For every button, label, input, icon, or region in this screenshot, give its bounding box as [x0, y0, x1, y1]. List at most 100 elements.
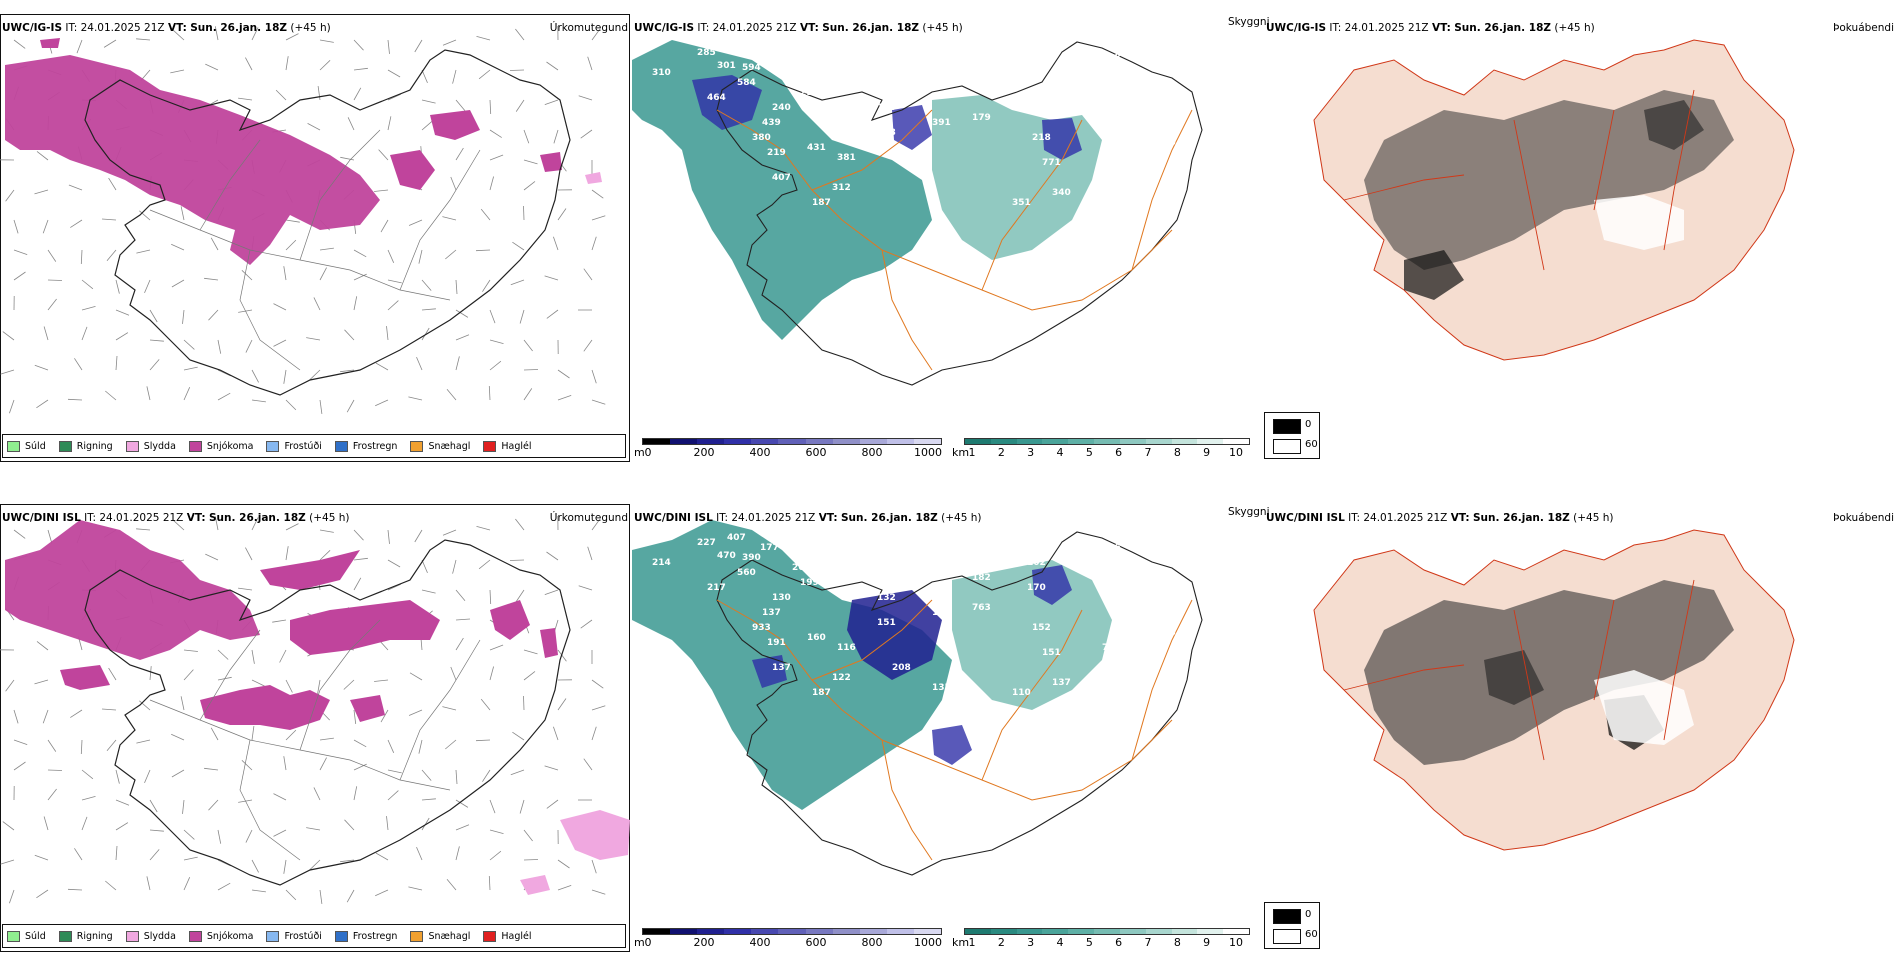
wind-barb: [524, 860, 538, 861]
ceiling-value-label: 594: [742, 63, 761, 73]
legend-swatch: [7, 441, 20, 452]
wind-barb: [354, 68, 368, 70]
colorbar-step: [1146, 929, 1172, 934]
wind-barb: [490, 177, 494, 191]
wind-barb: [553, 727, 558, 740]
ceiling-value-label: 182: [972, 573, 991, 583]
fog-indicator-legend: 0 60: [1264, 902, 1320, 949]
wind-barb: [456, 356, 459, 370]
colorbar-tick-label: 8: [1174, 446, 1181, 459]
colorbar-step: [643, 439, 670, 444]
colorbar-tick-label: 1: [969, 936, 976, 949]
wind-barb: [451, 667, 456, 680]
wind-barb: [592, 400, 605, 404]
colorbar-step: [806, 439, 833, 444]
wind-barb: [14, 530, 25, 538]
snow-area: [540, 152, 562, 172]
wind-barb: [48, 770, 62, 771]
valid-time: Sun. 26.jan. 18Z: [1454, 22, 1551, 34]
valid-time: Sun. 26.jan. 18Z: [190, 22, 287, 34]
wind-barb: [592, 860, 596, 873]
legend-swatch-min: [1273, 929, 1301, 944]
wind-barb: [48, 789, 57, 800]
legend-swatch-min: [1273, 439, 1301, 454]
wind-barb: [184, 857, 198, 860]
wind-barb: [74, 358, 82, 370]
colorbar-gradient: [964, 928, 1250, 935]
colorbar-unit: km: [952, 446, 969, 459]
legend-item: Frostregn: [335, 441, 398, 452]
colorbar-step: [833, 439, 860, 444]
ceiling-value-label: 309: [1027, 93, 1046, 103]
wind-barb: [77, 40, 82, 53]
ceiling-value-label: 248: [877, 128, 896, 138]
wind-barb: [381, 220, 388, 232]
snow-area: [490, 600, 530, 640]
colorbar-unit: km: [952, 936, 969, 949]
wind-barb: [417, 847, 423, 860]
snow-area: [540, 628, 558, 658]
wind-barb: [374, 680, 388, 682]
legend-item: Frostúði: [266, 441, 321, 452]
colorbar-tick-label: 0: [645, 936, 652, 949]
legend-swatch: [483, 931, 496, 942]
wind-barb: [109, 178, 116, 190]
wind-barb: [558, 860, 570, 868]
ceiling-value-label: 142: [1102, 83, 1121, 93]
ceiling-value-label: 133: [1142, 568, 1161, 578]
wind-barb: [490, 340, 504, 344]
wind-barb: [422, 309, 436, 310]
colorbar-tick-label: 9: [1203, 936, 1210, 949]
wind-barb: [116, 333, 128, 340]
ceiling-value-label: 187: [812, 688, 831, 698]
wind-barb: [422, 799, 436, 800]
legend-label: Slydda: [144, 441, 176, 452]
legend-item: Snjókoma: [189, 441, 254, 452]
wind-barb: [558, 885, 571, 890]
wind-barb: [320, 60, 330, 70]
legend-swatch: [266, 931, 279, 942]
ceiling-value-label: 217: [707, 583, 726, 593]
wind-barb: [422, 560, 428, 573]
wind-barb: [476, 740, 490, 741]
fog-indicator-panel: UWC/DINI ISL IT: 24.01.2025 21Z VT: Sun.…: [1264, 490, 1900, 950]
wind-barb: [286, 220, 300, 222]
colorbar-step: [670, 439, 697, 444]
wind-barb: [490, 310, 495, 323]
lead-time: (+45 h): [309, 512, 349, 524]
wind-barb: [456, 825, 469, 830]
legend-swatch: [59, 931, 72, 942]
valid-time-label: VT:: [1451, 512, 1470, 524]
ceiling-value-label: 110: [1152, 113, 1171, 123]
wind-barb: [320, 400, 322, 414]
wind-barb: [588, 57, 592, 70]
wind-barb: [211, 728, 218, 740]
wind-barb: [252, 890, 266, 892]
wind-barb: [306, 338, 320, 340]
colorbar-tick-label: 1000: [914, 936, 942, 949]
wind-barb: [238, 588, 252, 590]
colorbar-step: [1172, 439, 1198, 444]
legend-item: Snæhagl: [410, 931, 470, 942]
legend-item: Frostregn: [335, 931, 398, 942]
colorbar-step: [991, 439, 1017, 444]
colorbar-tick-label: 5: [1086, 446, 1093, 459]
wind-barb: [147, 386, 150, 400]
wind-barb: [82, 306, 96, 310]
wind-barb: [347, 400, 354, 412]
legend-label: Súld: [25, 441, 46, 452]
wind-barb: [456, 148, 463, 160]
colorbar-tick-label: 400: [750, 936, 771, 949]
lead-time: (+45 h): [922, 22, 962, 34]
wind-barb: [74, 848, 82, 860]
legend-label: Snæhagl: [428, 441, 470, 452]
wind-barb: [388, 40, 390, 54]
wind-barb: [44, 817, 48, 831]
wind-barb: [443, 40, 456, 45]
colorbar-step: [1120, 439, 1146, 444]
panel-title: Úrkomutegund: [550, 22, 628, 34]
fog-header: UWC/IG-IS IT: 24.01.2025 21Z VT: Sun. 26…: [1266, 22, 1595, 34]
legend-swatch: [189, 441, 202, 452]
wind-barb: [456, 770, 457, 784]
